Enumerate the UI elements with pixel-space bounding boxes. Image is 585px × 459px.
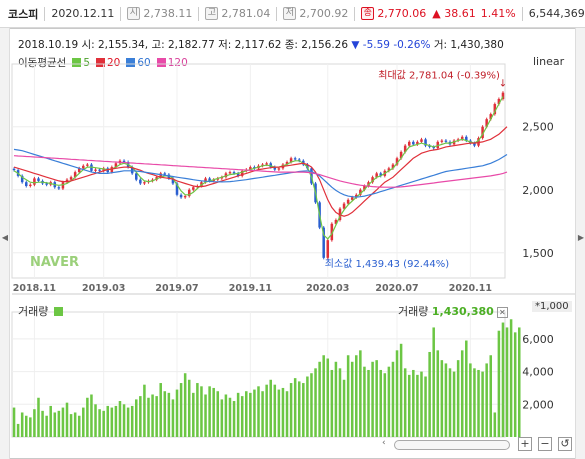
total-volume: 6,544,369 (528, 7, 585, 20)
info-change-pct: -0.26% (393, 39, 431, 51)
close-price: 종 2,770.06 (361, 7, 426, 20)
ma-legend-item[interactable]: 20 (96, 57, 120, 69)
volume-swatch (54, 306, 64, 316)
volume-legend: 거래량 (18, 303, 64, 319)
high-price: 고 2,781.04 (205, 7, 270, 20)
info-volume: 거: 1,430,380 (433, 39, 504, 51)
zoom-out-button[interactable]: − (538, 437, 552, 451)
ma-legend-item[interactable]: 60 (126, 56, 151, 69)
ma120-label: 120 (167, 56, 188, 69)
open-badge: 시 (127, 7, 141, 20)
info-open: 시: 2,155.34 (81, 39, 145, 51)
chevron-right-icon: ▶ (577, 233, 585, 242)
quote-date: 2020.12.11 (51, 7, 115, 20)
price-summary-bar: 코스피 2020.12.11 시 2,738.11 고 2,781.04 저 2,70… (0, 0, 585, 28)
open-value: 2,738.11 (143, 7, 193, 20)
high-value: 2,781.04 (221, 7, 271, 20)
volume-unit: *1,000 (532, 301, 572, 312)
index-name: 코스피 (8, 7, 39, 21)
info-close: 종: 2,156.26 (284, 39, 349, 51)
ma60-swatch (126, 58, 136, 67)
chevron-left-small-icon[interactable]: ‹ (382, 438, 386, 448)
ma-legend: 이동평균선 5 20 60 120 (18, 55, 188, 70)
close-value: 2,770.06 (377, 7, 427, 20)
volume-readout-label: 거래량 (398, 305, 429, 318)
info-high: 고: 2,182.77 (151, 39, 215, 51)
close-icon[interactable]: ✕ (496, 306, 508, 318)
reset-button[interactable]: ↺ (558, 437, 572, 451)
ma-legend-title: 이동평균선 (18, 57, 67, 69)
scroll-left-handle[interactable]: ◀ (0, 28, 10, 459)
ma120-swatch (156, 58, 166, 67)
divider (354, 6, 356, 21)
ma5-swatch (72, 58, 82, 67)
low-price: 저 2,700.92 (283, 7, 348, 20)
down-arrow-icon: ▼ (351, 39, 360, 51)
divider (521, 6, 523, 21)
change-value: ▲ 38.61 (432, 7, 476, 20)
ma60-label: 60 (137, 56, 151, 69)
close-badge: 종 (361, 7, 375, 20)
hover-info: 2018.10.19 시: 2,155.34, 고: 2,182.77 저: 2… (18, 39, 504, 51)
divider (44, 6, 46, 21)
zoom-in-button[interactable]: + (518, 437, 532, 451)
low-value: 2,700.92 (299, 7, 349, 20)
ma-legend-item[interactable]: 120 (156, 56, 188, 69)
scroll-right-handle[interactable]: ▶ (575, 28, 585, 459)
ma-legend-item[interactable]: 5 (72, 57, 90, 69)
divider (198, 6, 200, 21)
change-percent: 1.41% (480, 7, 516, 20)
divider (276, 6, 278, 21)
low-badge: 저 (283, 7, 297, 20)
range-scrollbar[interactable] (394, 440, 510, 450)
info-change: -5.59 (362, 39, 390, 51)
open-price: 시 2,738.11 (127, 7, 192, 20)
info-low: 저: 2,117.62 (218, 39, 282, 51)
ma20-label: 20 (107, 56, 121, 69)
volume-legend-label: 거래량 (18, 305, 49, 318)
volume-readout-value: 1,430,380 (431, 305, 494, 318)
ma5-label: 5 (83, 56, 90, 69)
scale-toggle[interactable]: linear (533, 55, 565, 68)
ma20-swatch (96, 58, 105, 67)
high-badge: 고 (205, 7, 219, 20)
chart-frame (0, 28, 585, 459)
chevron-left-icon: ◀ (1, 233, 9, 242)
volume-readout: 거래량 1,430,380 ✕ (398, 303, 508, 319)
divider (120, 6, 122, 21)
info-date: 2018.10.19 (18, 39, 79, 51)
